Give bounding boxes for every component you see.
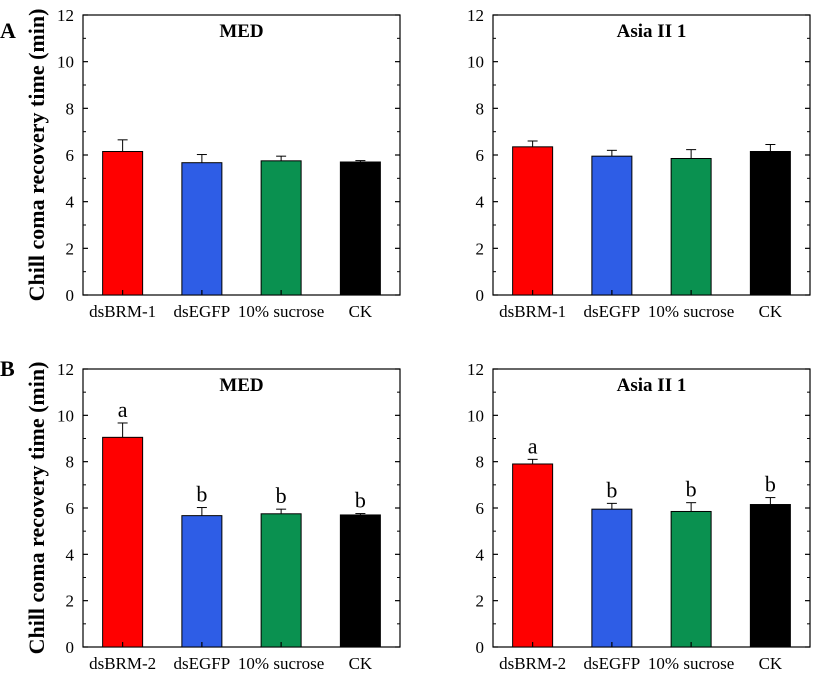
significance-letter: a <box>528 433 538 458</box>
x-tick-label: dsEGFP <box>584 302 641 321</box>
panel-label-b: B <box>0 356 15 381</box>
y-tick-label: 6 <box>476 146 485 165</box>
y-tick-label: 10 <box>57 406 74 425</box>
y-tick-label: 10 <box>467 406 484 425</box>
bar-dsbrm-1 <box>102 151 144 296</box>
x-tick-label: 10% sucrose <box>648 302 734 321</box>
y-axis-label: Chill coma recovery time (min) <box>24 9 49 302</box>
significance-letter: b <box>765 472 776 497</box>
x-tick-label: CK <box>759 302 783 321</box>
bar-10-sucrose <box>260 160 302 296</box>
x-tick-label: dsBRM-1 <box>89 302 156 321</box>
y-tick-label: 4 <box>66 545 75 564</box>
y-tick-label: 12 <box>467 360 484 379</box>
bar-ck <box>339 161 381 296</box>
chart-title: Asia II 1 <box>617 21 687 42</box>
bar-10-sucrose <box>260 513 302 648</box>
x-tick-label: CK <box>349 654 373 673</box>
bar-dsegfp <box>181 162 223 296</box>
x-tick-label: dsEGFP <box>584 654 641 673</box>
y-tick-label: 2 <box>66 592 75 611</box>
y-tick-label: 8 <box>66 99 75 118</box>
y-tick-label: 6 <box>66 499 75 518</box>
y-tick-label: 0 <box>66 638 75 657</box>
y-tick-label: 2 <box>66 239 75 258</box>
charts-container: A B 0 2 4 6 8 10 12 MED Chill coma recovery time (… <box>0 6 811 673</box>
y-tick-label: 4 <box>66 193 75 212</box>
bar-dsegfp <box>591 508 633 648</box>
significance-letter: b <box>196 482 207 507</box>
x-tick-label: 10% sucrose <box>648 654 734 673</box>
bar-dsbrm-2 <box>512 463 554 648</box>
x-tick-label: 10% sucrose <box>238 302 324 321</box>
x-tick-label: dsEGFP <box>174 654 231 673</box>
x-tick-label: CK <box>349 302 373 321</box>
x-tick-label: dsEGFP <box>174 302 231 321</box>
bar-10-sucrose <box>670 158 712 296</box>
significance-letter: b <box>606 477 617 502</box>
x-tick-label: 10% sucrose <box>238 654 324 673</box>
y-tick-label: 8 <box>66 453 75 472</box>
significance-letter: a <box>118 397 128 422</box>
y-tick-label: 10 <box>57 53 74 72</box>
y-tick-label: 10 <box>467 53 484 72</box>
y-tick-label: 2 <box>476 592 485 611</box>
x-tick-label: dsBRM-1 <box>499 302 566 321</box>
bar-dsegfp <box>591 155 633 296</box>
chart-title: MED <box>219 21 263 42</box>
y-tick-label: 12 <box>57 6 74 25</box>
y-tick-label: 6 <box>476 499 485 518</box>
chart-title: Asia II 1 <box>617 375 687 396</box>
y-tick-label: 8 <box>476 99 485 118</box>
y-tick-label: 4 <box>476 545 485 564</box>
chart-title: MED <box>219 375 263 396</box>
x-tick-label: CK <box>759 654 783 673</box>
bar-ck <box>749 151 791 296</box>
chart-b-asia: 0 2 4 6 8 10 12 Asia II 1 a dsBRM-2 b dsEGFP b 10% su… <box>467 360 811 673</box>
y-tick-label: 6 <box>66 146 75 165</box>
bar-10-sucrose <box>670 510 712 648</box>
y-axis-label: Chill coma recovery time (min) <box>24 362 49 655</box>
significance-letter: b <box>276 483 287 508</box>
y-tick-label: 8 <box>476 453 485 472</box>
bar-dsegfp <box>181 515 223 648</box>
x-tick-label: dsBRM-2 <box>499 654 566 673</box>
y-tick-label: 12 <box>467 6 484 25</box>
bar-dsbrm-2 <box>102 436 144 648</box>
y-tick-label: 0 <box>476 286 485 305</box>
y-tick-label: 0 <box>476 638 485 657</box>
x-tick-label: dsBRM-2 <box>89 654 156 673</box>
bar-ck <box>339 514 381 648</box>
bar-ck <box>749 504 791 648</box>
significance-letter: b <box>686 477 697 502</box>
chart-b-med: 0 2 4 6 8 10 12 MED Chill coma recovery time (mi… <box>24 360 401 673</box>
y-tick-label: 0 <box>66 286 75 305</box>
y-tick-label: 12 <box>57 360 74 379</box>
y-tick-label: 4 <box>476 193 485 212</box>
chart-a-med: 0 2 4 6 8 10 12 MED Chill coma recovery time (mi… <box>24 6 401 321</box>
chart-a-asia: 0 2 4 6 8 10 12 Asia II 1 dsBRM-1 dsEGFP 10% sucro… <box>467 6 811 321</box>
panel-label-a: A <box>0 18 16 43</box>
y-tick-label: 2 <box>476 239 485 258</box>
bar-dsbrm-1 <box>512 146 554 296</box>
significance-letter: b <box>355 488 366 513</box>
